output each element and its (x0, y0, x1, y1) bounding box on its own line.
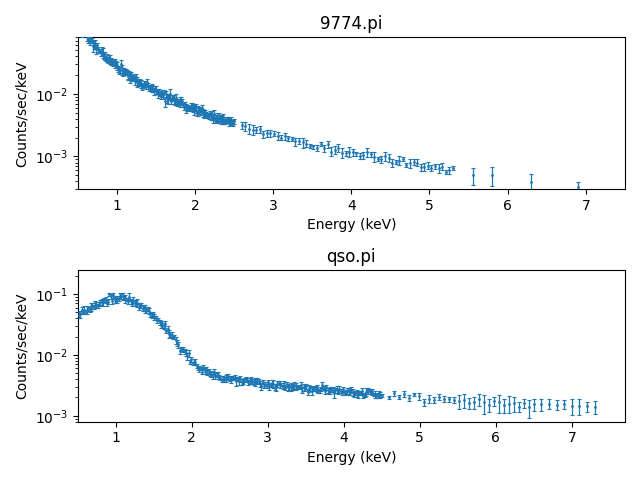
X-axis label: Energy (keV): Energy (keV) (307, 451, 396, 465)
Title: 9774.pi: 9774.pi (320, 15, 383, 33)
Y-axis label: Counts/sec/keV: Counts/sec/keV (15, 292, 29, 399)
X-axis label: Energy (keV): Energy (keV) (307, 218, 396, 232)
Title: qso.pi: qso.pi (326, 248, 376, 265)
Y-axis label: Counts/sec/keV: Counts/sec/keV (15, 60, 29, 167)
